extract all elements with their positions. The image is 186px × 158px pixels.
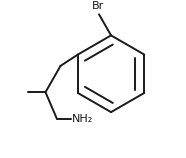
Text: NH₂: NH₂ — [72, 113, 94, 124]
Text: Br: Br — [92, 1, 104, 11]
